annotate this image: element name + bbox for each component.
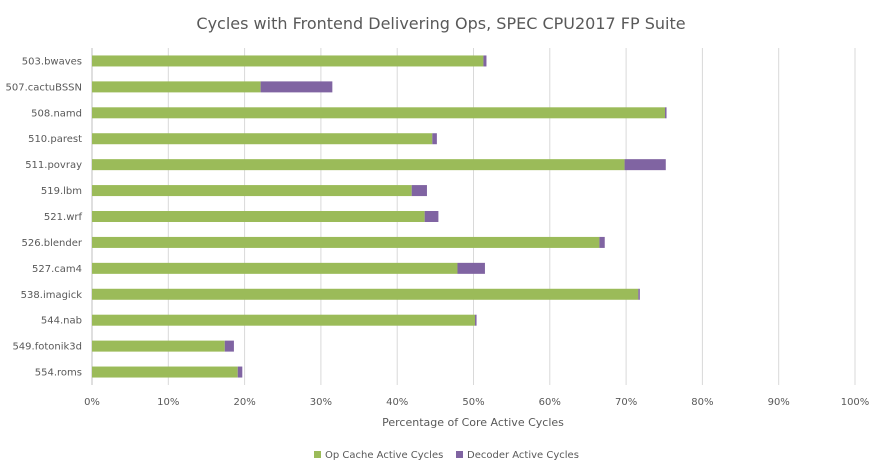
- bar-decoder: [624, 159, 666, 171]
- bar-decoder: [424, 211, 439, 222]
- bars: [92, 55, 667, 378]
- bar-decoder: [599, 236, 605, 248]
- category-label: 508.namd: [31, 108, 82, 119]
- category-label: 526.blender: [22, 238, 83, 249]
- bar-op-cache: [92, 211, 425, 222]
- category-label: 527.cam4: [32, 264, 82, 275]
- legend-swatch: [456, 451, 463, 458]
- bar-op-cache: [92, 366, 238, 378]
- category-label: 544.nab: [41, 316, 82, 327]
- bar-op-cache: [92, 159, 625, 171]
- bar-op-cache: [92, 185, 412, 197]
- x-tick-label: 0%: [84, 397, 100, 408]
- bar-decoder: [475, 314, 477, 326]
- x-tick-label: 30%: [310, 397, 332, 408]
- chart-title: Cycles with Frontend Delivering Ops, SPE…: [196, 14, 685, 33]
- category-label: 510.parest: [28, 134, 82, 145]
- legend-label: Decoder Active Cycles: [467, 450, 579, 461]
- legend: Op Cache Active Cycles Decoder Active Cyc…: [314, 450, 579, 461]
- bar-op-cache: [92, 314, 476, 326]
- bar-decoder: [665, 107, 667, 119]
- bar-op-cache: [92, 133, 433, 145]
- x-tick-label: 10%: [157, 397, 179, 408]
- x-tick-label: 40%: [386, 397, 408, 408]
- x-tick-label: 20%: [233, 397, 255, 408]
- x-axis-label: Percentage of Core Active Cycles: [382, 416, 564, 429]
- x-tick-label: 60%: [539, 397, 561, 408]
- bar-decoder: [224, 340, 234, 352]
- category-label: 521.wrf: [44, 212, 83, 223]
- category-label: 503.bwaves: [22, 56, 82, 67]
- x-tick-label: 50%: [462, 397, 484, 408]
- x-tick-label: 80%: [691, 397, 713, 408]
- bar-decoder: [457, 262, 485, 274]
- legend-label: Op Cache Active Cycles: [325, 450, 443, 461]
- category-label: 554.roms: [35, 368, 82, 379]
- bar-op-cache: [92, 340, 225, 352]
- bar-op-cache: [92, 55, 484, 67]
- bar-op-cache: [92, 81, 261, 93]
- category-labels: 503.bwaves 507.cactuBSSN 508.namd 510.pares…: [5, 56, 82, 378]
- category-label: 538.imagick: [21, 290, 83, 301]
- bar-op-cache: [92, 107, 666, 119]
- legend-swatch: [314, 451, 321, 458]
- bar-decoder: [432, 133, 437, 145]
- category-label: 519.lbm: [41, 186, 82, 197]
- category-label: 507.cactuBSSN: [5, 82, 82, 93]
- bar-decoder: [483, 55, 487, 67]
- bar-decoder: [411, 185, 427, 197]
- category-label: 511.povray: [25, 160, 82, 171]
- x-tick-label: 70%: [615, 397, 637, 408]
- x-tick-label: 100%: [841, 397, 870, 408]
- x-tick-label: 90%: [768, 397, 790, 408]
- bar-op-cache: [92, 262, 458, 274]
- bar-decoder: [260, 81, 333, 93]
- bar-op-cache: [92, 236, 600, 248]
- bar-op-cache: [92, 288, 639, 300]
- bar-decoder: [237, 366, 243, 378]
- x-tick-labels: 0% 10% 20% 30% 40% 50% 60% 70% 80% 90% 100%: [84, 397, 869, 408]
- bar-decoder: [638, 288, 640, 300]
- category-label: 549.fotonik3d: [12, 342, 82, 353]
